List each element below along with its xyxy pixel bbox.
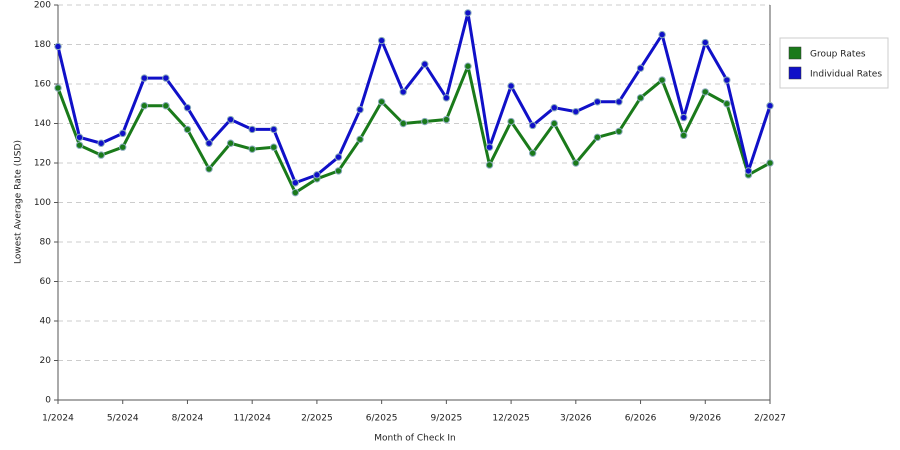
data-point: [636, 94, 645, 102]
data-point: [723, 76, 731, 84]
data-point: [248, 145, 256, 153]
y-tick-label: 20: [40, 356, 52, 366]
data-point: [205, 139, 213, 147]
data-point: [766, 159, 774, 167]
data-point: [658, 30, 666, 39]
y-tick-label: 120: [34, 159, 51, 169]
data-point: [615, 98, 623, 106]
x-tick-label: 11/2024: [233, 414, 271, 424]
data-point: [377, 98, 386, 106]
data-point: [421, 117, 429, 126]
y-axis-label: Lowest Average Rate (USD): [14, 140, 24, 264]
x-tick-label: 8/2024: [172, 414, 204, 424]
data-point: [334, 167, 343, 175]
data-point: [572, 159, 580, 167]
x-tick-label: 6/2026: [625, 414, 657, 424]
data-point: [485, 143, 494, 151]
data-point: [701, 38, 709, 47]
x-tick-label: 1/2024: [42, 414, 74, 424]
legend-swatch: [788, 46, 802, 60]
data-point: [54, 84, 62, 92]
x-tick-label: 12/2025: [492, 414, 529, 424]
data-point: [572, 107, 580, 116]
x-tick-label: 2/2025: [301, 414, 333, 424]
data-point: [162, 74, 170, 82]
y-tick-label: 40: [40, 317, 52, 327]
data-point: [528, 149, 537, 157]
data-point: [528, 121, 537, 130]
data-point: [140, 102, 149, 110]
data-point: [291, 179, 300, 187]
data-point: [291, 188, 300, 197]
data-point: [162, 102, 170, 110]
legend-box: [779, 37, 889, 89]
data-point: [679, 113, 688, 122]
data-point: [54, 42, 62, 51]
legend-label: Individual Rates: [810, 70, 882, 80]
data-point: [679, 131, 688, 140]
data-point: [140, 74, 149, 82]
data-point: [97, 139, 105, 147]
x-axis-label: Month of Check In: [374, 434, 456, 444]
y-tick-label: 80: [40, 238, 52, 248]
x-tick-label: 9/2026: [689, 414, 721, 424]
data-point: [615, 127, 623, 136]
data-point: [464, 62, 472, 70]
data-point: [464, 9, 472, 17]
data-point: [701, 88, 709, 96]
data-point: [119, 129, 127, 138]
data-point: [723, 100, 731, 108]
data-point: [356, 105, 364, 114]
series-line: [56, 64, 771, 195]
data-point: [636, 64, 645, 72]
data-point: [507, 82, 515, 90]
data-point: [744, 167, 753, 175]
data-point: [766, 102, 774, 110]
data-point: [593, 98, 602, 106]
data-point: [97, 151, 105, 159]
data-point: [550, 119, 558, 128]
x-tick-label: 9/2025: [431, 414, 463, 424]
x-tick-label: 6/2025: [366, 414, 398, 424]
x-tick-label: 5/2024: [107, 414, 139, 424]
data-point: [334, 153, 343, 161]
data-point: [248, 125, 256, 134]
x-tick-label: 2/2027: [754, 414, 786, 424]
data-point: [485, 161, 494, 169]
x-tick-label: 3/2026: [560, 414, 592, 424]
data-point: [313, 171, 321, 179]
data-point: [421, 60, 429, 68]
y-tick-label: 160: [34, 80, 51, 90]
data-point: [205, 165, 213, 173]
y-tick-label: 200: [34, 1, 51, 11]
data-point: [183, 104, 192, 112]
data-point: [442, 115, 451, 124]
data-point: [226, 115, 235, 124]
data-point: [442, 94, 451, 102]
data-point: [356, 135, 364, 144]
series-line: [56, 11, 772, 185]
data-point: [399, 119, 407, 128]
data-point: [658, 76, 666, 84]
data-point: [75, 133, 84, 142]
data-point: [507, 117, 515, 126]
data-point: [183, 125, 192, 134]
data-point: [75, 141, 84, 149]
data-point: [119, 143, 127, 151]
data-point: [226, 139, 235, 147]
data-point: [377, 36, 386, 45]
y-tick-label: 0: [45, 396, 51, 406]
legend-swatch: [788, 66, 802, 80]
y-tick-label: 140: [34, 119, 51, 129]
data-point: [593, 133, 602, 142]
legend-label: Group Rates: [810, 50, 866, 60]
data-point: [550, 104, 558, 112]
data-point: [270, 143, 278, 151]
y-tick-label: 180: [34, 40, 51, 50]
data-point: [399, 88, 407, 96]
y-tick-label: 100: [34, 198, 51, 208]
data-point: [270, 125, 278, 134]
y-tick-label: 60: [40, 277, 52, 287]
